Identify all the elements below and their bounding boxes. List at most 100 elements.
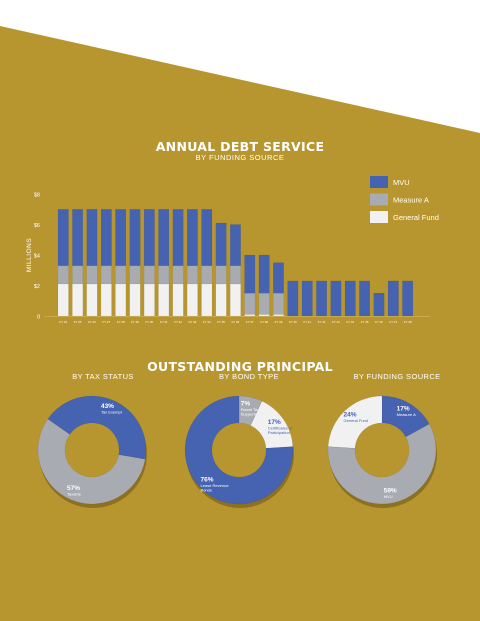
slice-name-label: Supported [241, 412, 259, 417]
x-tick-label: FY 30 [146, 320, 154, 324]
slice-name-label: Measure A [397, 412, 416, 417]
x-tick-label: FY 37 [246, 320, 254, 324]
donut-slice [327, 395, 383, 449]
bar-segment [115, 283, 127, 317]
x-tick-label: FY 31 [160, 320, 168, 324]
slice-name-label: Tax Exempt [101, 409, 123, 414]
slice-percent-label: 76% [201, 476, 214, 483]
legend-swatch [370, 193, 388, 206]
annual-debt-service-subtitle: BY FUNDING SOURCE [195, 153, 285, 162]
x-tick-label: FY 28 [117, 320, 125, 324]
bar-segment [143, 209, 155, 266]
bar-segment [230, 224, 241, 266]
bar-segment [244, 314, 256, 317]
bar-segment [72, 283, 83, 317]
donut-hole [212, 423, 266, 477]
bar-segment [100, 265, 112, 285]
bar-segment [115, 265, 127, 285]
bar-segment [143, 265, 155, 285]
bar-segment [215, 222, 227, 266]
bar-segment [201, 265, 213, 285]
x-tick-label: FY 40 [289, 320, 297, 324]
x-tick-label: FY 33 [189, 320, 197, 324]
slice-percent-label: 59% [384, 487, 397, 494]
y-tick-label: 0 [37, 315, 40, 321]
bar-segment [201, 283, 213, 317]
slice-name-label: Participation [268, 430, 290, 435]
annual-debt-service-chart: 0 $2 $4 $6 $8 MILLIONS FY 24 FY 25 FY 26 FY 27 FY … [26, 176, 439, 324]
bar-segment [86, 265, 98, 285]
bar-segment [172, 209, 184, 266]
bar-segment [244, 292, 256, 315]
bar-segment [215, 283, 227, 317]
bar-segment [129, 283, 141, 317]
legend-label: Measure A [393, 196, 429, 205]
bar-segment [57, 283, 69, 317]
y-tick-label: $8 [34, 193, 40, 199]
bar-segment [186, 209, 198, 266]
x-tick-label: FY 42 [318, 320, 326, 324]
bar-segment [129, 209, 141, 266]
outstanding-principal-title: OUTSTANDING PRINCIPAL [147, 359, 333, 374]
bar-segment [301, 280, 313, 317]
x-tick-label: FY 38 [260, 320, 268, 324]
bar-segment [72, 265, 83, 285]
bar-segment [172, 265, 184, 285]
x-tick-label: FY 25 [74, 320, 82, 324]
bar-segment [273, 292, 284, 315]
bar-segment [72, 209, 83, 266]
legend-label: MVU [393, 178, 410, 187]
legend-label: General Fund [393, 213, 439, 222]
x-tick-label: FY 48 [404, 320, 412, 324]
bar-segment [244, 254, 256, 294]
bar-segment [330, 280, 342, 317]
legend-swatch [370, 211, 388, 223]
slice-name-label: Parcel Tax [241, 407, 260, 412]
x-tick-label: FY 27 [102, 320, 110, 324]
bar-segment [100, 283, 112, 317]
bar-segment [86, 209, 98, 266]
annual-debt-service-title: ANNUAL DEBT SERVICE [155, 139, 325, 154]
pie-heading-bond-type: BY BOND TYPE [219, 372, 279, 381]
x-tick-label: FY 34 [203, 320, 211, 324]
slice-percent-label: 43% [101, 403, 114, 410]
y-tick-label: $6 [34, 223, 40, 229]
bar-segment [258, 314, 270, 317]
bar-segment [158, 209, 170, 266]
bar-segment [186, 283, 198, 317]
bar-segment [186, 265, 198, 285]
slice-percent-label: 17% [397, 406, 410, 413]
bar-segment [359, 280, 371, 317]
y-tick-label: $4 [34, 254, 40, 260]
bar-segment [158, 283, 170, 317]
bar-segment [86, 283, 98, 317]
bar-segment [230, 283, 241, 317]
bar-segment [215, 265, 227, 285]
bar-segment [287, 280, 299, 317]
slice-percent-label: 7% [241, 401, 251, 408]
bar-segment [158, 265, 170, 285]
x-tick-label: FY 32 [174, 320, 182, 324]
slice-name-label: Bonds [201, 487, 212, 492]
donut-hole [65, 423, 119, 477]
y-axis-label: MILLIONS [26, 238, 33, 273]
bar-segment [344, 280, 356, 317]
x-tick-label: FY 46 [375, 320, 383, 324]
x-tick-label: FY 45 [361, 320, 369, 324]
bar-segment [57, 209, 69, 266]
bar-segment [172, 283, 184, 317]
bar-segment [273, 262, 284, 294]
donut-hole [355, 423, 409, 477]
x-tick-label: FY 36 [232, 320, 240, 324]
slice-name-label: Lease Revenue [201, 483, 230, 488]
slice-name-label: General Fund [344, 418, 368, 423]
x-tick-label: FY 35 [217, 320, 225, 324]
bar-segment [258, 254, 270, 294]
slice-percent-label: 24% [344, 412, 357, 419]
outstanding-principal-pies: 43%Tax Exempt 57%Taxable 7%Parcel TaxSuppo… [37, 395, 437, 508]
slice-name-label: Certificates of [268, 425, 293, 430]
bar-segment [143, 283, 155, 317]
slice-percent-label: 17% [268, 419, 281, 426]
x-tick-label: FY 39 [275, 320, 283, 324]
